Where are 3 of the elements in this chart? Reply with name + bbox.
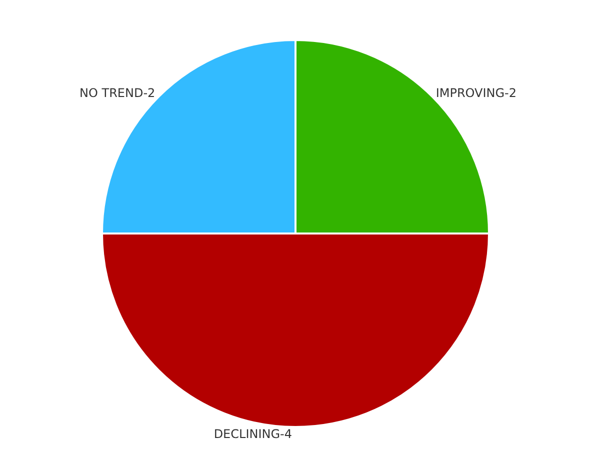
- slice-label: DECLINING-4: [214, 427, 292, 441]
- slice-label: NO TREND-2: [80, 86, 156, 100]
- slice-label: IMPROVING-2: [436, 86, 517, 100]
